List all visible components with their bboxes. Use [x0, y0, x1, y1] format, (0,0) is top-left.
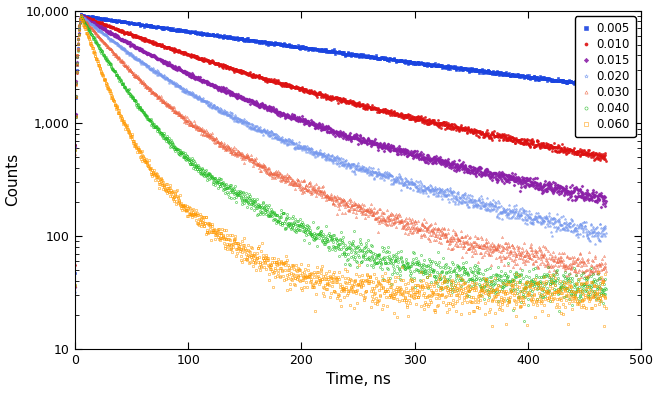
0.030	[317, 189, 325, 193]
0.020	[308, 147, 316, 152]
0.030	[134, 73, 142, 78]
0.020	[602, 231, 610, 235]
0.010	[71, 263, 79, 268]
0.030	[374, 209, 382, 213]
0.060	[297, 272, 304, 277]
0.020	[297, 143, 304, 148]
0.020	[134, 57, 142, 62]
Line: 0.005: 0.005	[74, 13, 607, 274]
0.010	[308, 88, 316, 93]
0.010	[112, 26, 120, 31]
0.005	[602, 82, 610, 87]
0.040	[520, 319, 528, 324]
0.010	[297, 88, 304, 92]
0.040	[308, 233, 316, 237]
0.010	[374, 110, 382, 114]
0.005	[76, 12, 84, 17]
0.005	[317, 47, 325, 51]
0.030	[76, 13, 84, 17]
0.015	[76, 13, 84, 18]
0.020	[76, 13, 84, 18]
0.040	[317, 228, 325, 233]
0.040	[602, 286, 610, 291]
Line: 0.015: 0.015	[74, 15, 607, 288]
0.015	[374, 140, 382, 145]
0.030	[602, 268, 610, 273]
0.030	[71, 283, 79, 288]
0.040	[71, 283, 79, 288]
Line: 0.030: 0.030	[74, 14, 607, 298]
0.010	[602, 158, 610, 163]
0.005	[297, 46, 304, 51]
0.015	[317, 127, 325, 132]
0.020	[317, 152, 325, 156]
0.010	[317, 92, 325, 96]
Line: 0.010: 0.010	[74, 14, 607, 266]
0.015	[112, 35, 120, 39]
Legend: 0.005, 0.010, 0.015, 0.020, 0.030, 0.040, 0.060: 0.005, 0.010, 0.015, 0.020, 0.030, 0.040…	[575, 17, 635, 137]
0.005	[134, 22, 142, 27]
0.060	[71, 282, 79, 287]
0.030	[308, 190, 316, 195]
0.060	[76, 13, 84, 17]
0.060	[374, 301, 382, 306]
0.040	[134, 102, 142, 107]
0.020	[71, 290, 79, 294]
Line: 0.040: 0.040	[74, 15, 607, 322]
0.015	[297, 119, 304, 124]
0.005	[308, 45, 316, 50]
0.030	[590, 294, 598, 299]
0.015	[308, 121, 316, 126]
0.020	[112, 40, 120, 45]
0.060	[308, 271, 316, 276]
Y-axis label: Counts: Counts	[5, 153, 20, 206]
0.040	[374, 260, 382, 265]
0.005	[112, 18, 120, 23]
0.030	[112, 53, 120, 57]
0.040	[77, 13, 85, 18]
0.060	[317, 267, 325, 272]
0.060	[134, 147, 142, 151]
0.005	[71, 271, 79, 275]
0.005	[374, 55, 382, 60]
Line: 0.060: 0.060	[74, 14, 607, 327]
0.060	[600, 324, 608, 329]
0.015	[71, 285, 79, 290]
X-axis label: Time, ns: Time, ns	[326, 373, 391, 387]
0.015	[602, 198, 610, 203]
0.040	[112, 73, 120, 77]
0.060	[112, 104, 120, 109]
0.040	[297, 224, 304, 229]
0.060	[602, 306, 610, 310]
0.010	[134, 35, 142, 40]
0.010	[77, 13, 85, 18]
0.030	[297, 184, 304, 189]
Line: 0.020: 0.020	[74, 15, 607, 294]
0.020	[374, 172, 382, 176]
0.015	[134, 45, 142, 50]
